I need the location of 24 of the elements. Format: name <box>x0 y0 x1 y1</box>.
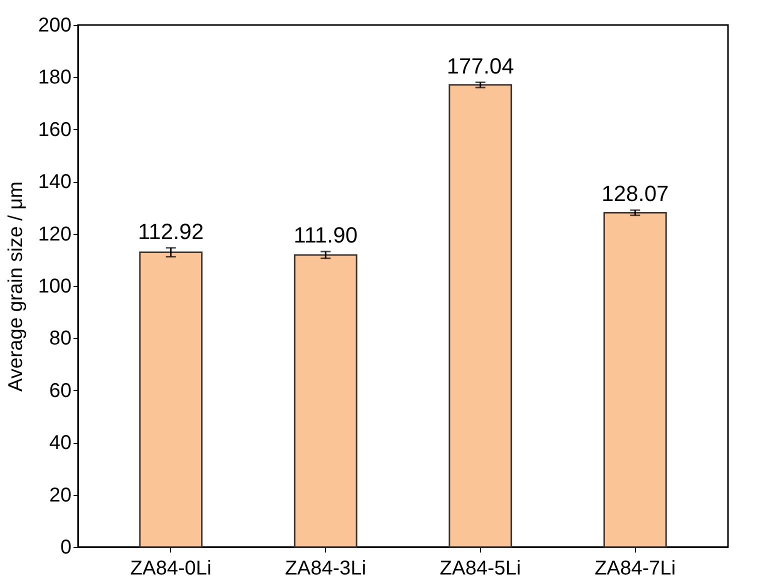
data-label: 177.04 <box>446 53 514 78</box>
y-tick-label: 180 <box>38 66 72 89</box>
y-tick-label: 120 <box>38 223 72 246</box>
x-tick-label: ZA84-0Li <box>130 558 212 580</box>
y-tick-label: 40 <box>49 432 72 454</box>
y-tick-label: 100 <box>38 276 72 298</box>
y-tick-label: 160 <box>38 118 72 141</box>
x-tick-label: ZA84-3Li <box>285 558 366 580</box>
data-label: 111.90 <box>294 222 358 248</box>
y-tick-label: 200 <box>38 14 72 36</box>
data-label: 112.92 <box>138 218 204 244</box>
y-tick-label: 20 <box>49 484 72 506</box>
y-tick-label: 80 <box>49 328 72 350</box>
bar <box>603 212 667 548</box>
x-tick-label: ZA84-7Li <box>594 558 676 580</box>
y-tick-label: 0 <box>60 536 72 558</box>
x-tick-label: ZA84-5Li <box>440 558 521 580</box>
bar <box>294 254 358 548</box>
bar <box>139 252 203 548</box>
data-label: 128.07 <box>601 181 669 206</box>
y-tick-label: 140 <box>38 171 72 194</box>
y-axis-title: Average grain size / μm <box>5 181 28 392</box>
bar <box>448 84 512 548</box>
y-tick-label: 60 <box>49 380 72 402</box>
